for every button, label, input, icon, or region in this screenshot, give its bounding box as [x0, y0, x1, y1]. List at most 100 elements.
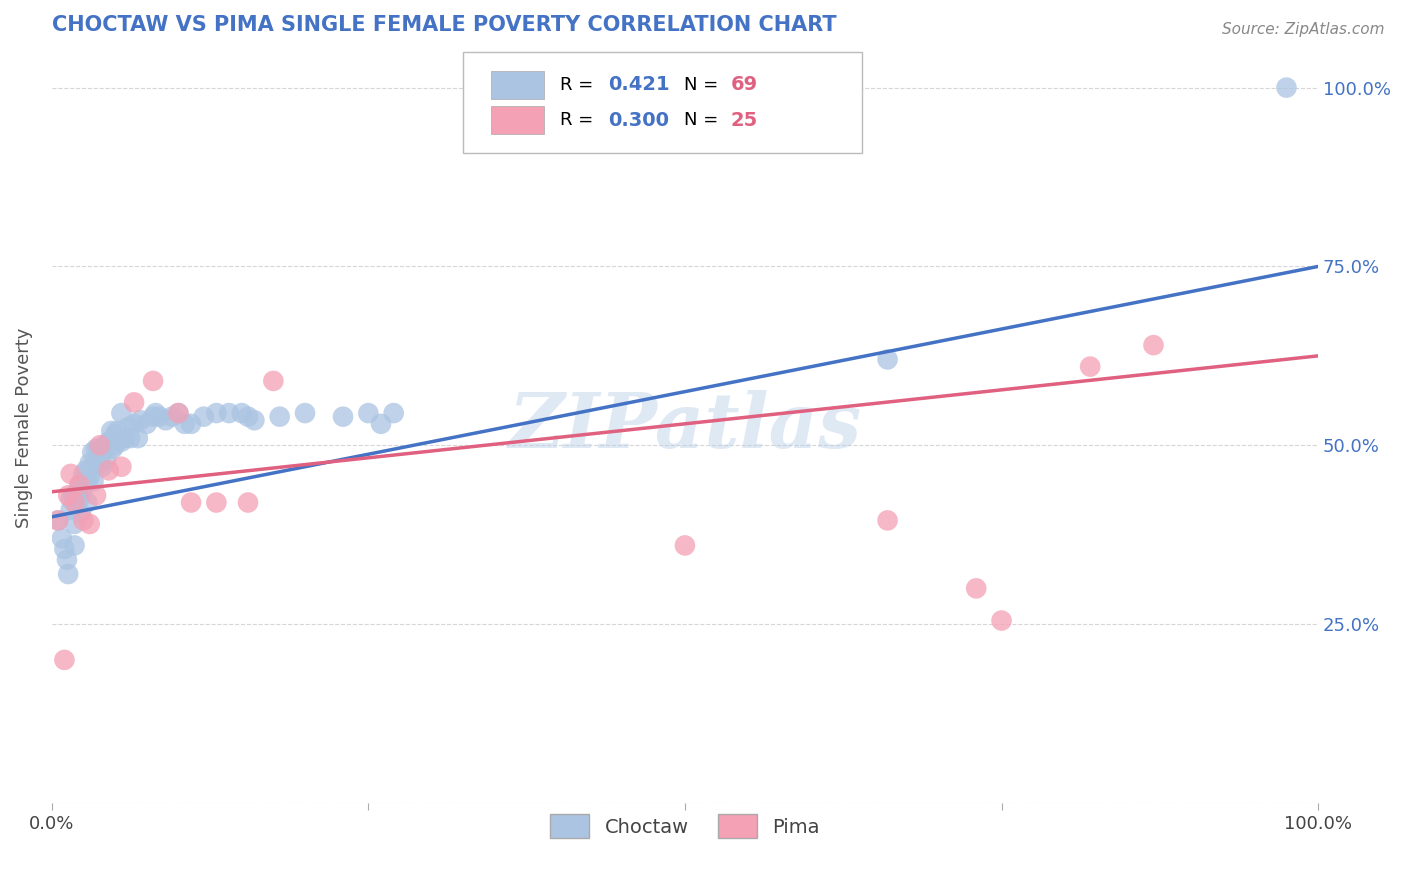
FancyBboxPatch shape — [491, 106, 544, 135]
Point — [79, 516, 101, 531]
Point — [231, 406, 253, 420]
Point — [82, 459, 104, 474]
Point — [89, 438, 111, 452]
Point — [100, 424, 122, 438]
Point — [1275, 80, 1298, 95]
Y-axis label: Single Female Poverty: Single Female Poverty — [15, 327, 32, 527]
Point — [160, 409, 183, 424]
Text: CHOCTAW VS PIMA SINGLE FEMALE POVERTY CORRELATION CHART: CHOCTAW VS PIMA SINGLE FEMALE POVERTY CO… — [52, 15, 837, 35]
Point — [876, 513, 898, 527]
Point — [1078, 359, 1101, 374]
FancyBboxPatch shape — [491, 70, 544, 99]
Text: R =: R = — [560, 76, 593, 94]
Text: 25: 25 — [731, 111, 758, 129]
Point — [990, 614, 1012, 628]
Point — [145, 406, 167, 420]
Point — [205, 406, 228, 420]
Point — [63, 538, 86, 552]
Point — [110, 434, 132, 449]
Point — [110, 459, 132, 474]
Point — [127, 431, 149, 445]
Point — [142, 374, 165, 388]
Point — [72, 513, 94, 527]
Point — [51, 531, 73, 545]
Point — [63, 495, 86, 509]
Point — [357, 406, 380, 420]
Point — [91, 445, 114, 459]
Point — [382, 406, 405, 420]
Point — [218, 406, 240, 420]
Point — [205, 495, 228, 509]
Point — [72, 481, 94, 495]
Text: R =: R = — [560, 112, 593, 129]
Point — [243, 413, 266, 427]
Point — [82, 445, 104, 459]
Point — [69, 491, 91, 506]
Point — [79, 456, 101, 470]
Point — [46, 513, 69, 527]
Point — [876, 352, 898, 367]
Point — [180, 495, 202, 509]
Point — [673, 538, 696, 552]
Point — [59, 502, 82, 516]
Point — [46, 513, 69, 527]
Point — [69, 477, 91, 491]
Point — [59, 491, 82, 506]
Point — [66, 499, 89, 513]
Point — [180, 417, 202, 431]
Point — [193, 409, 215, 424]
Point — [75, 463, 97, 477]
Point — [83, 474, 105, 488]
FancyBboxPatch shape — [464, 52, 862, 153]
Point — [236, 409, 259, 424]
Point — [89, 456, 111, 470]
Point — [370, 417, 392, 431]
Text: N =: N = — [683, 76, 718, 94]
Point — [79, 470, 101, 484]
Point — [63, 516, 86, 531]
Text: 69: 69 — [731, 76, 758, 95]
Point — [142, 409, 165, 424]
Point — [91, 459, 114, 474]
Point — [107, 424, 129, 438]
Point — [70, 506, 93, 520]
Point — [104, 427, 127, 442]
Legend: Choctaw, Pima: Choctaw, Pima — [543, 806, 828, 846]
Point — [110, 406, 132, 420]
Point — [114, 431, 136, 445]
Point — [104, 438, 127, 452]
Point — [167, 406, 190, 420]
Point — [148, 409, 170, 424]
Point — [167, 406, 190, 420]
Point — [62, 488, 84, 502]
Point — [155, 413, 177, 427]
Point — [58, 488, 80, 502]
Point — [66, 488, 89, 502]
Text: Source: ZipAtlas.com: Source: ZipAtlas.com — [1222, 22, 1385, 37]
Point — [236, 495, 259, 509]
Point — [129, 413, 152, 427]
Text: ZIPatlas: ZIPatlas — [509, 391, 862, 465]
Point — [59, 467, 82, 481]
Point — [294, 406, 316, 420]
Point — [96, 452, 118, 467]
Point — [72, 467, 94, 481]
Point — [269, 409, 291, 424]
Point — [122, 417, 145, 431]
Point — [87, 442, 110, 456]
Point — [97, 463, 120, 477]
Point — [332, 409, 354, 424]
Point — [94, 438, 117, 452]
Point — [117, 420, 139, 434]
Point — [58, 567, 80, 582]
Point — [56, 553, 79, 567]
Point — [965, 582, 987, 596]
Point — [84, 442, 107, 456]
Point — [262, 374, 284, 388]
Point — [101, 442, 124, 456]
Point — [76, 474, 98, 488]
Point — [69, 477, 91, 491]
Point — [122, 395, 145, 409]
Point — [76, 495, 98, 509]
Point — [173, 417, 195, 431]
